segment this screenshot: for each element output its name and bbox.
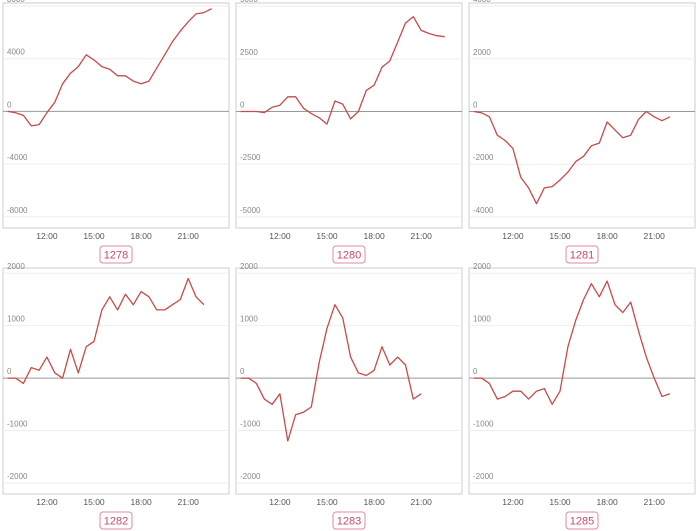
y-tick-label: -1000 [473, 420, 494, 429]
x-tick-label: 12:00 [36, 497, 58, 507]
line [7, 277, 205, 385]
x-tick-label: 15:00 [83, 231, 105, 241]
line [7, 8, 212, 127]
x-tick-label: 12:00 [269, 231, 291, 241]
x-tick-label: 12:00 [502, 497, 524, 507]
x-tick-label: 18:00 [363, 497, 385, 507]
title-box [332, 511, 366, 530]
panel-frame [235, 2, 463, 229]
y-tick-label: 0 [473, 367, 478, 376]
y-tick-label: 0 [473, 100, 478, 109]
y-tick-label: 0 [7, 367, 12, 376]
title-box [565, 511, 599, 530]
y-tick-label: -2500 [240, 153, 261, 162]
line [473, 280, 671, 405]
panel-frame [235, 267, 463, 495]
y-tick-label: -1000 [7, 420, 28, 429]
panel-frame [468, 267, 696, 495]
y-tick-label: 5000 [240, 0, 258, 4]
y-tick-label: 1000 [240, 315, 258, 324]
x-tick-label: 12:00 [502, 231, 524, 241]
y-tick-label: -2000 [473, 153, 494, 162]
y-tick-label: 2000 [7, 262, 25, 271]
chart-title: 1280 [337, 250, 361, 262]
y-tick-label: -2000 [240, 472, 261, 481]
y-tick-label: -2000 [473, 472, 494, 481]
x-tick-label: 12:00 [36, 231, 58, 241]
y-tick-label: 0 [240, 367, 245, 376]
x-tick-label: 18:00 [363, 231, 385, 241]
panel-frame [468, 2, 696, 229]
line [473, 110, 671, 205]
y-tick-label: -8000 [7, 206, 28, 215]
x-tick-label: 21:00 [178, 231, 200, 241]
chart-title: 1283 [337, 516, 361, 528]
title-box [565, 245, 599, 264]
x-tick-label: 15:00 [549, 231, 571, 241]
x-tick-label: 18:00 [130, 497, 152, 507]
x-tick-label: 21:00 [644, 497, 666, 507]
chart-title: 1282 [104, 516, 128, 528]
y-tick-label: 1000 [473, 315, 491, 324]
chart-title: 1285 [570, 516, 594, 528]
y-tick-label: -4000 [473, 206, 494, 215]
y-tick-label: 0 [7, 100, 12, 109]
chart-title: 1278 [104, 250, 128, 262]
line [240, 304, 422, 442]
y-tick-label: 8000 [7, 0, 25, 4]
y-tick-label: 0 [240, 100, 245, 109]
x-tick-label: 18:00 [596, 497, 618, 507]
x-tick-label: 18:00 [596, 231, 618, 241]
panel-frame [2, 267, 230, 495]
title-box [99, 245, 133, 264]
y-tick-label: 1000 [7, 315, 25, 324]
x-tick-label: 15:00 [83, 497, 105, 507]
line [240, 16, 445, 125]
x-tick-label: 15:00 [549, 497, 571, 507]
x-tick-label: 21:00 [178, 497, 200, 507]
x-tick-label: 15:00 [316, 497, 338, 507]
y-tick-label: 2000 [473, 262, 491, 271]
y-tick-label: -4000 [7, 153, 28, 162]
y-tick-label: 4000 [7, 48, 25, 57]
x-tick-label: 18:00 [130, 231, 152, 241]
y-tick-label: 2000 [240, 262, 258, 271]
chart-title: 1281 [570, 250, 594, 262]
y-tick-label: 2500 [240, 48, 258, 57]
y-tick-label: -5000 [240, 206, 261, 215]
x-tick-label: 21:00 [411, 497, 433, 507]
panel-frame [2, 2, 230, 229]
y-tick-label: 2000 [473, 48, 491, 57]
x-tick-label: 21:00 [411, 231, 433, 241]
title-box [332, 245, 366, 264]
x-tick-label: 21:00 [644, 231, 666, 241]
x-tick-label: 15:00 [316, 231, 338, 241]
y-tick-label: 4000 [473, 0, 491, 4]
y-tick-label: -1000 [240, 420, 261, 429]
y-tick-label: -2000 [7, 472, 28, 481]
title-box [99, 511, 133, 530]
x-tick-label: 12:00 [269, 497, 291, 507]
